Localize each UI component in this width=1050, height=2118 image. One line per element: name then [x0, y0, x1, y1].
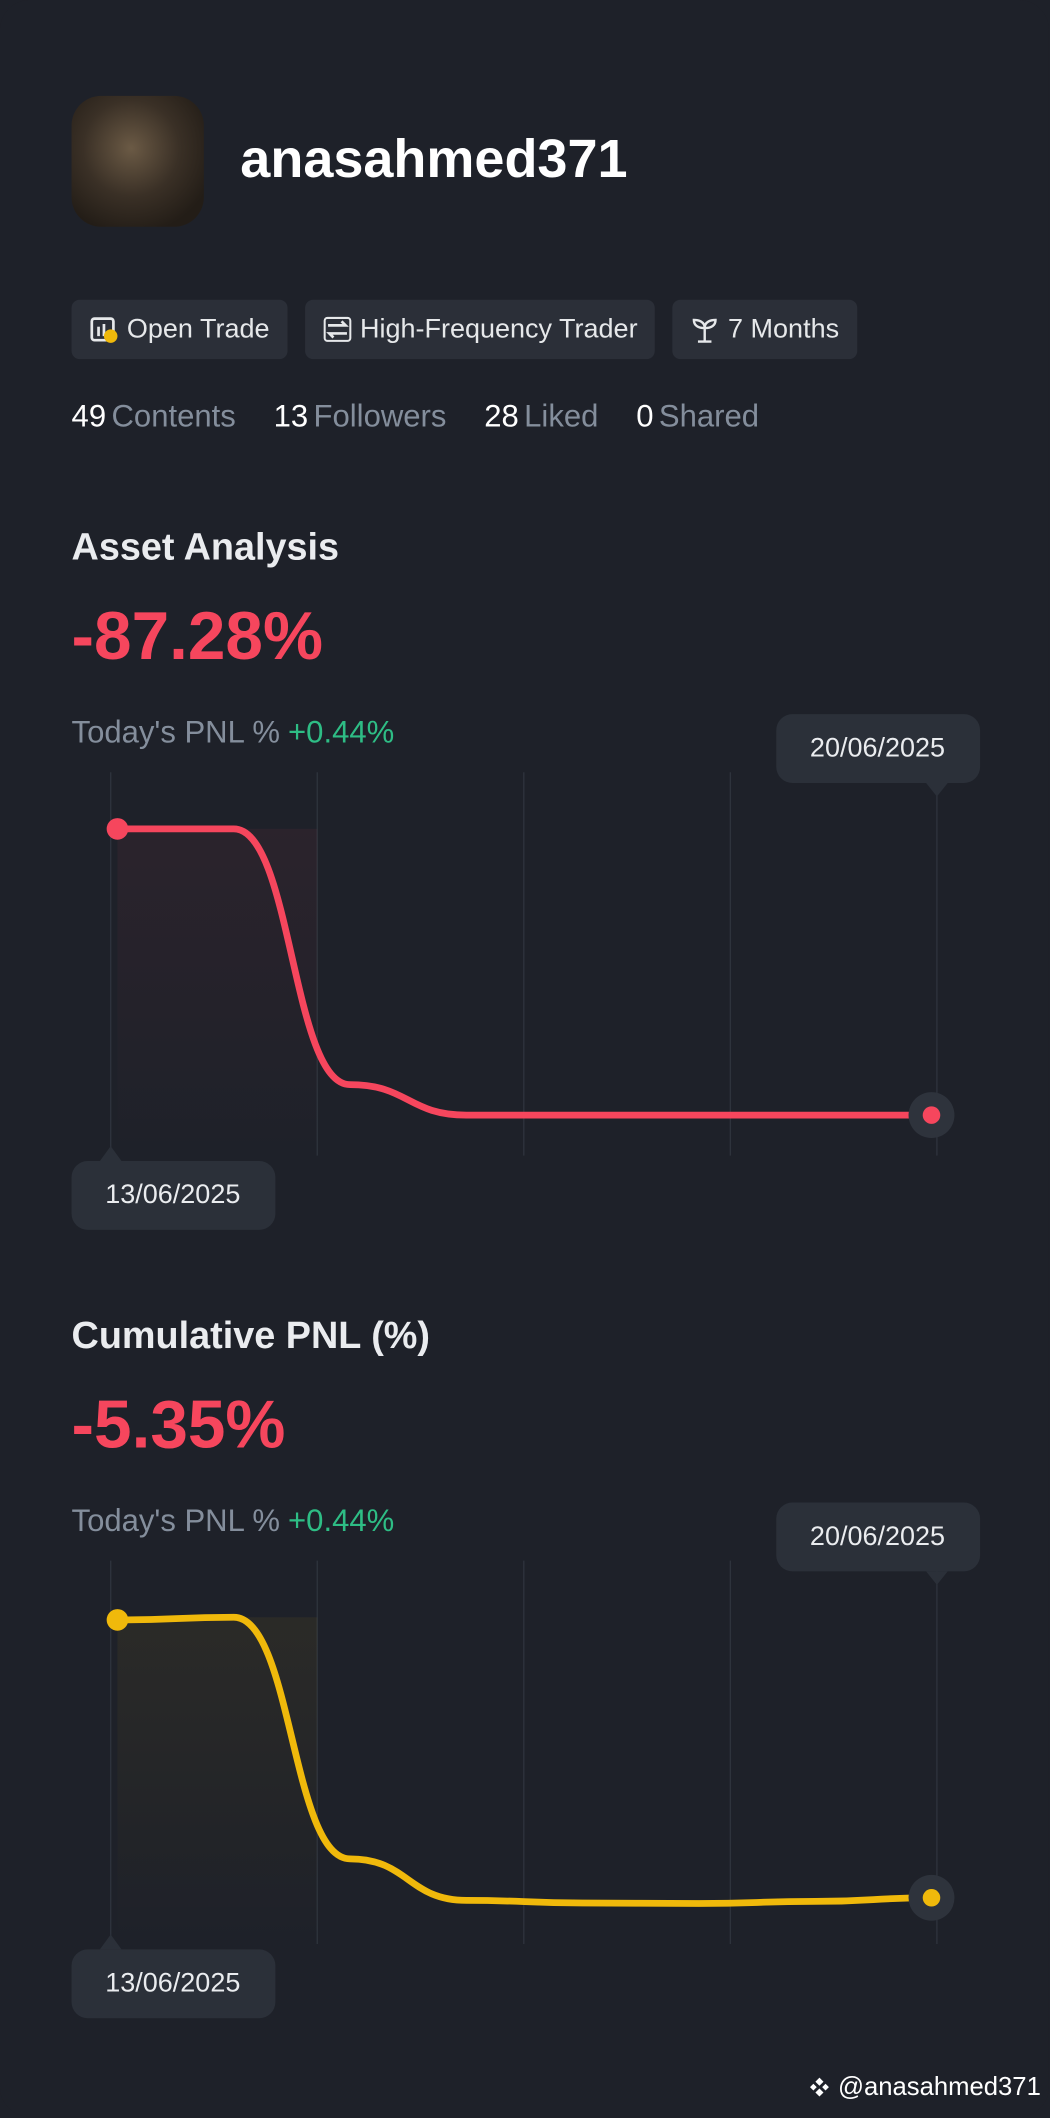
watermark-logo — [809, 2077, 829, 2097]
tooltip-pointer — [926, 783, 948, 797]
stat[interactable]: 28 Liked — [484, 398, 598, 434]
stat-label: Shared — [658, 398, 759, 434]
stat-value: 0 — [636, 398, 654, 434]
date-tooltip — [71, 1949, 276, 2019]
end-dot — [922, 1889, 941, 1907]
chart: Asset Analysis -87.28% Today's PNL % +0.44%… — [71, 526, 981, 1230]
pnl-value: +0.44% — [288, 715, 394, 750]
pnl-line: Today's PNL % +0.44% — [72, 1503, 395, 1538]
stat-label: Contents — [111, 398, 236, 434]
stat-label: Followers — [313, 398, 447, 434]
tag-label: High-Frequency Trader — [359, 313, 638, 344]
headline-value: -5.35% — [72, 1387, 286, 1462]
end-date: 20/06/2025 — [810, 1521, 945, 1551]
headline-value: -87.28% — [72, 599, 323, 674]
start-dot — [106, 1609, 129, 1631]
pnl-label: Today's PNL % — [72, 715, 280, 750]
line — [114, 825, 935, 1119]
tag-label: 7 Months — [728, 313, 840, 344]
watermark: @anasahmed371 — [806, 2074, 1041, 2104]
tags: Open Trade High-Frequency Trader 7 Month… — [71, 299, 857, 360]
start-date: 13/06/2025 — [105, 1968, 240, 1998]
tag-label: Open Trade — [126, 313, 270, 344]
end-dot — [922, 1106, 941, 1124]
start-date: 13/06/2025 — [105, 1179, 240, 1209]
chart-title: Cumulative PNL (%) — [72, 1315, 430, 1357]
date-tooltip — [776, 714, 981, 783]
tooltip-pointer — [99, 1146, 122, 1161]
stat-value: 49 — [71, 398, 107, 434]
stats: 49 Contents 13 Followers 28 Liked 0 Shared — [72, 398, 759, 434]
username: anasahmed371 — [240, 129, 628, 189]
pnl-value: +0.44% — [288, 1503, 394, 1538]
start-dot — [106, 818, 129, 840]
date-tooltip — [71, 1161, 276, 1230]
tooltip-pointer — [99, 1934, 122, 1950]
chart-title: Asset Analysis — [72, 526, 340, 568]
tag[interactable]: 7 Months — [672, 299, 857, 360]
stat-value: 28 — [484, 398, 519, 434]
stat-label: Liked — [524, 398, 599, 434]
tag-icon — [323, 316, 351, 342]
stat-value: 13 — [273, 398, 309, 434]
end-date: 20/06/2025 — [810, 732, 945, 762]
stat[interactable]: 13 Followers — [274, 398, 447, 434]
tag-icon — [693, 318, 718, 343]
shade-area — [117, 828, 318, 1156]
tooltip-pointer — [926, 1571, 948, 1585]
chart: Cumulative PNL (%) -5.35% Today's PNL % +0.… — [71, 1315, 981, 2019]
pnl-label: Today's PNL % — [72, 1503, 280, 1538]
tag[interactable]: Open Trade — [71, 299, 288, 360]
watermark-text: @anasahmed371 — [837, 2073, 1041, 2102]
tag[interactable]: High-Frequency Trader — [304, 299, 656, 360]
tag-icon — [90, 317, 118, 343]
stat[interactable]: 49 Contents — [72, 398, 236, 434]
line — [114, 1613, 935, 1907]
date-tooltip — [776, 1502, 981, 1572]
pnl-line: Today's PNL % +0.44% — [72, 715, 395, 750]
avatar[interactable] — [71, 95, 204, 227]
stat[interactable]: 0 Shared — [636, 398, 759, 434]
shade-area — [117, 1617, 318, 1944]
